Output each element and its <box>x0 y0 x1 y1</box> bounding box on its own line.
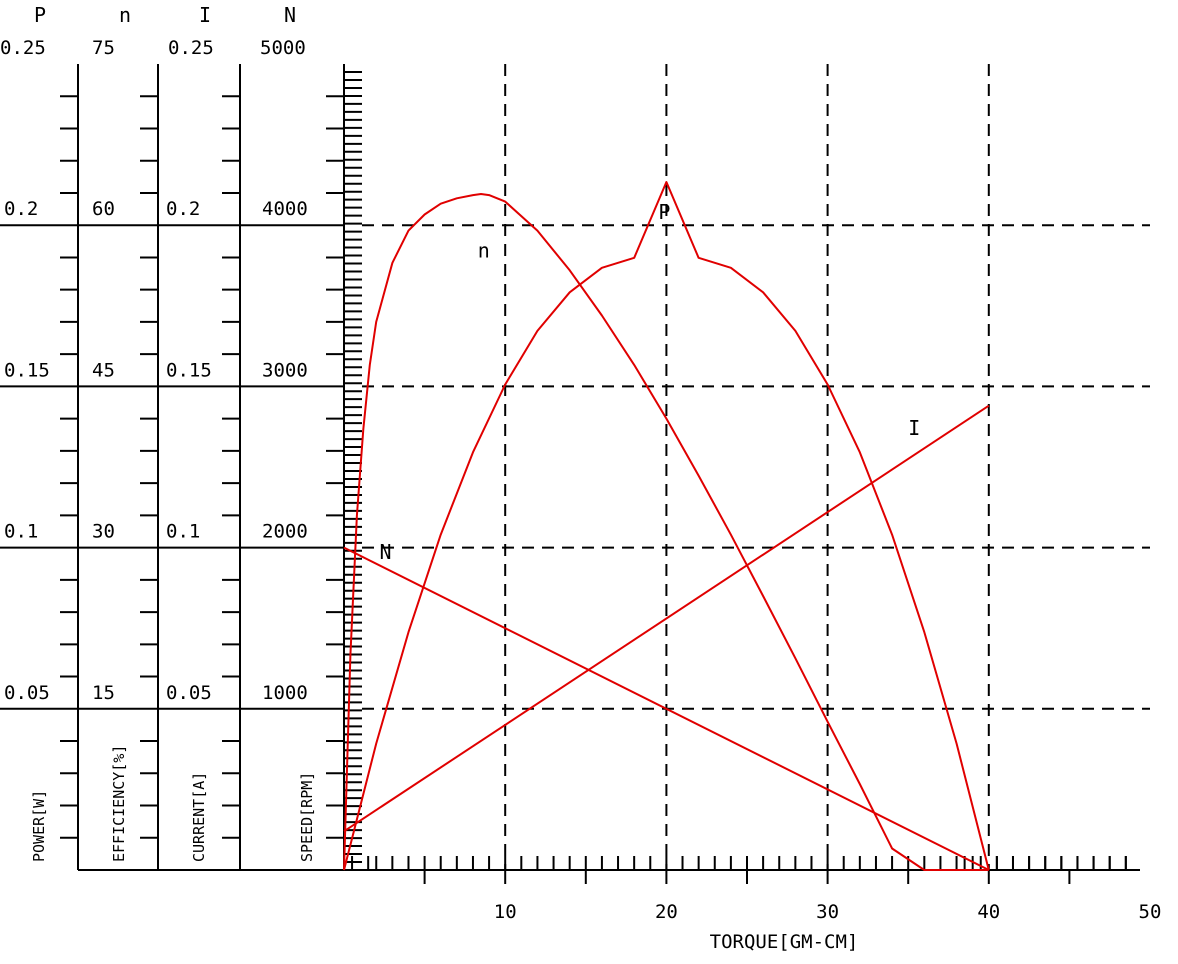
axis-value-label: 1000 <box>262 682 308 704</box>
x-tick-label: 40 <box>977 901 1000 923</box>
axis-name: EFFICIENCY[%] <box>110 745 128 862</box>
axis-symbol: n <box>119 3 131 27</box>
axis-value-label: 15 <box>92 682 115 704</box>
curves: N I Pn <box>343 181 990 871</box>
axis-symbol: N <box>284 3 296 27</box>
axis-value-label: 0.15 <box>4 359 50 381</box>
axis-value-label: 3000 <box>262 359 308 381</box>
x-axis-label: TORQUE[GM-CM] <box>710 931 859 953</box>
axis-value-label: 45 <box>92 359 115 381</box>
axis-value-label: 0.05 <box>166 682 212 704</box>
curve-label: P <box>658 200 670 224</box>
curve-label: I <box>908 416 920 440</box>
axis-value-label: 4000 <box>262 198 308 220</box>
curve-n <box>343 193 989 871</box>
axis-value-label: 2000 <box>262 521 308 543</box>
curve-I <box>343 404 990 833</box>
axis-top-label: 0.25 <box>168 37 214 59</box>
axis-top-label: 0.25 <box>0 37 46 59</box>
axis-value-label: 60 <box>92 198 115 220</box>
curve-label: n <box>478 238 490 262</box>
axis-value-label: 0.05 <box>4 682 50 704</box>
axis-name: CURRENT[A] <box>190 772 208 862</box>
axis-top-label: 75 <box>92 37 115 59</box>
axis-value-label: 0.1 <box>166 521 200 543</box>
x-tick-label: 20 <box>655 901 678 923</box>
x-tick-label: 30 <box>816 901 839 923</box>
axis-value-label: 0.2 <box>4 198 38 220</box>
axis-symbol: P <box>34 3 46 27</box>
axis-value-label: 0.2 <box>166 198 200 220</box>
torque-ruler <box>344 71 1127 884</box>
curve-label: N <box>379 540 391 564</box>
axis-name: SPEED[RPM] <box>298 772 316 862</box>
axis-value-label: 30 <box>92 521 115 543</box>
curve-P <box>343 181 990 871</box>
axis-name: POWER[W] <box>30 790 48 862</box>
x-tick-label: 50 <box>1139 901 1162 923</box>
x-tick-label: 10 <box>494 901 517 923</box>
grid-lines <box>362 64 1150 870</box>
axis-top-label: 5000 <box>260 37 306 59</box>
curve-N <box>343 546 990 871</box>
axis-symbol: I <box>199 3 211 27</box>
axis-value-label: 0.1 <box>4 521 38 543</box>
axis-value-label: 0.15 <box>166 359 212 381</box>
